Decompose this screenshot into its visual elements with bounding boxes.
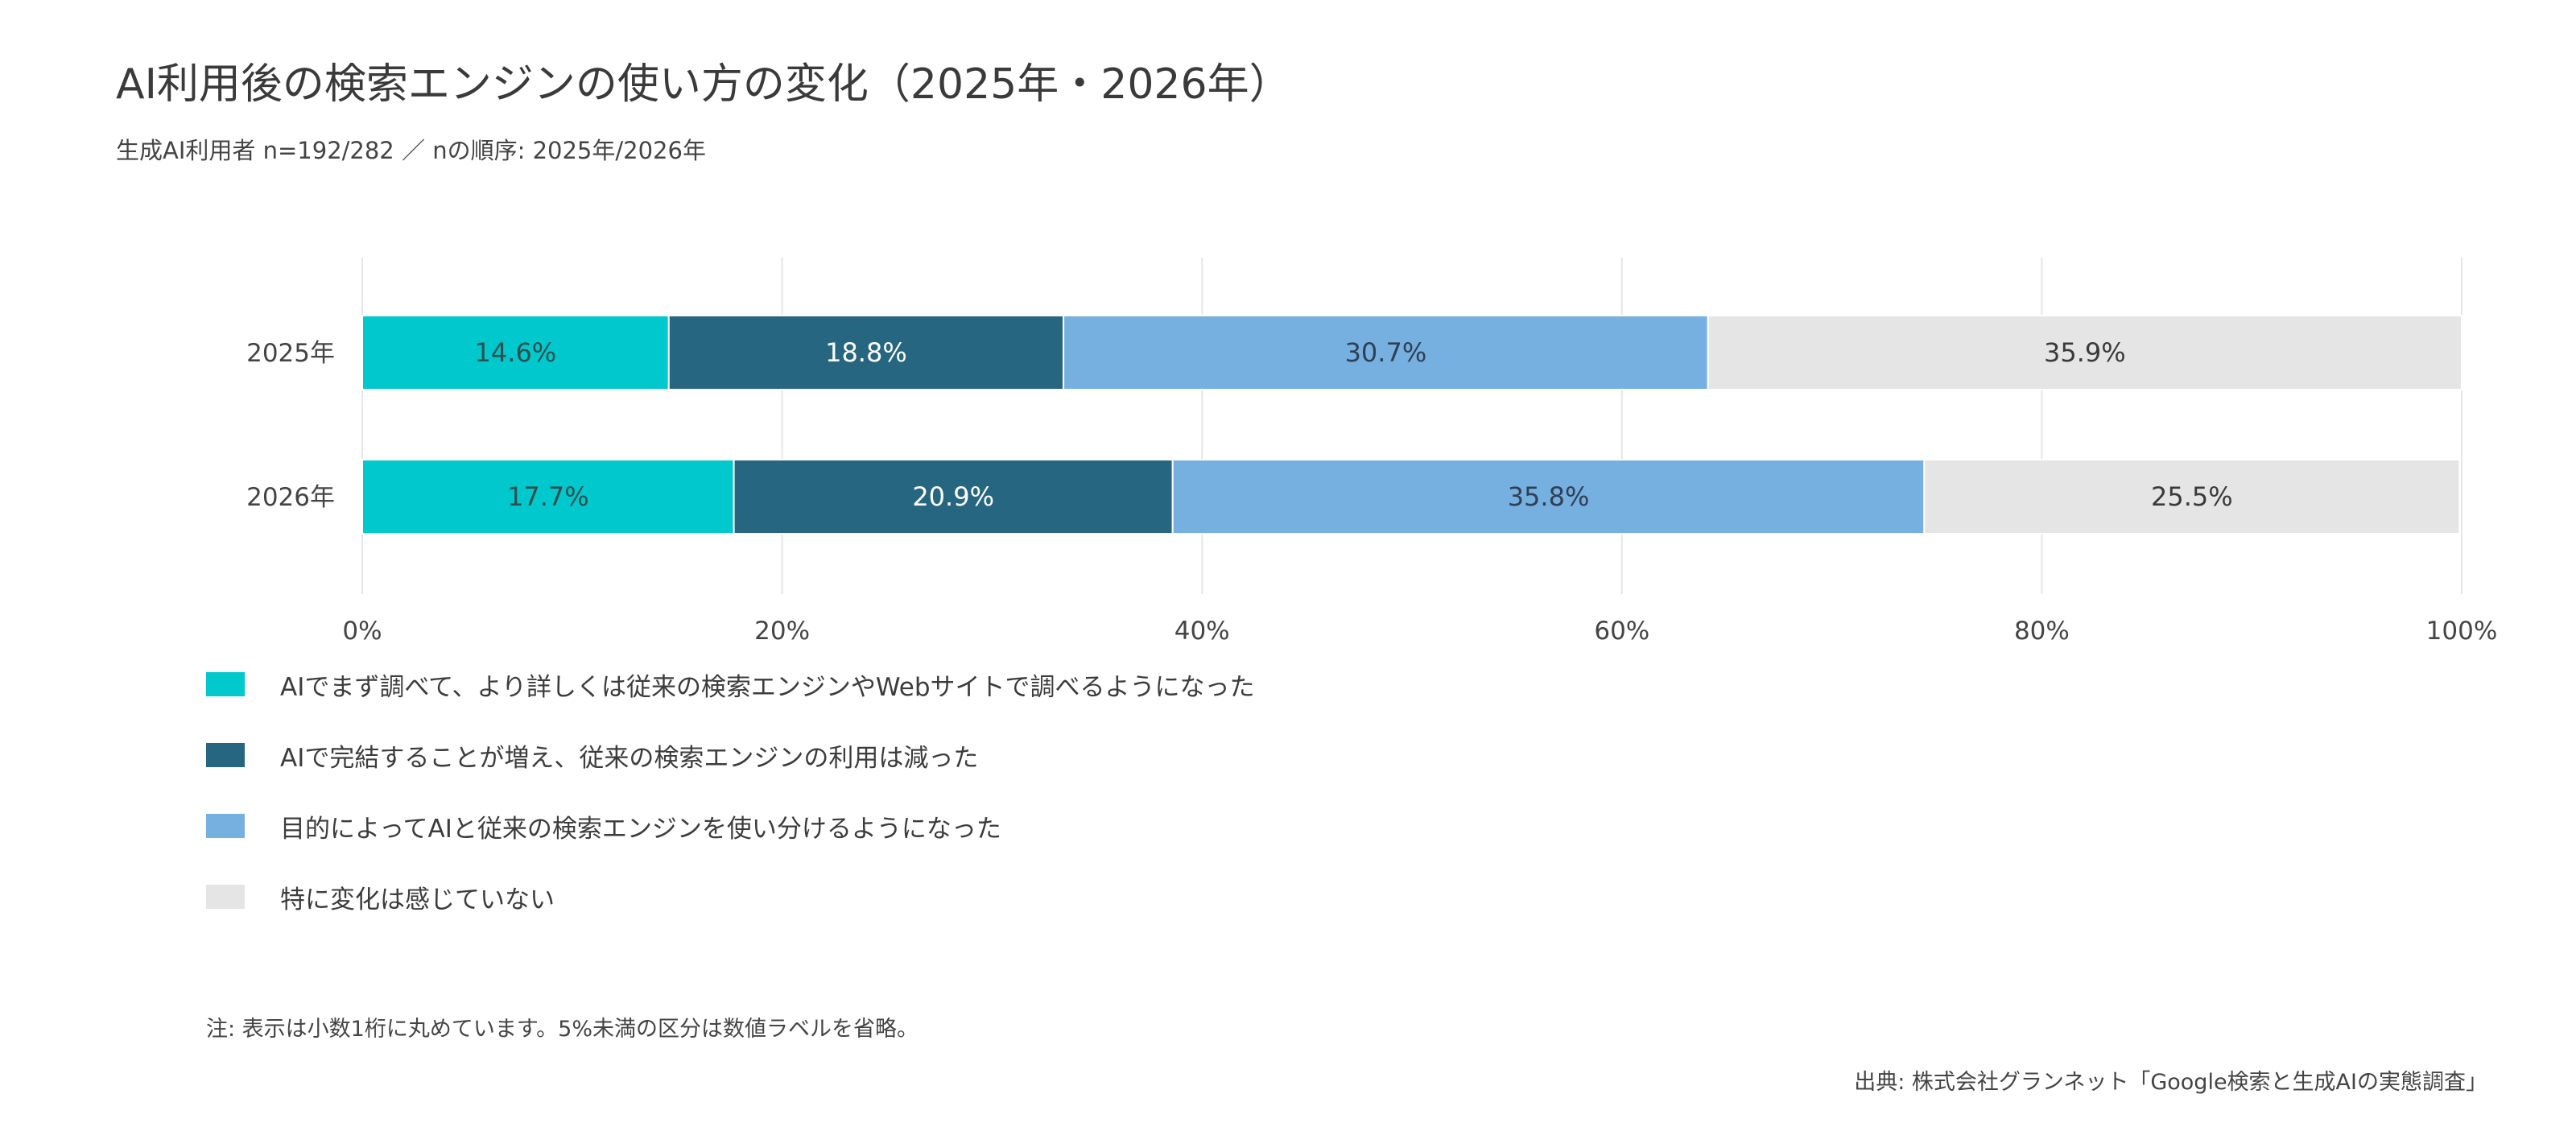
bar-segment xyxy=(1707,315,2462,390)
bar-segment xyxy=(361,459,735,535)
data-label: 18.8% xyxy=(825,337,907,368)
data-label: 35.9% xyxy=(2044,337,2126,368)
grid-lines xyxy=(361,258,2462,594)
data-label: 30.7% xyxy=(1345,337,1427,368)
legend-label: 特に変化は感じていない xyxy=(280,885,555,914)
legend-item: AIで完結することが増え、従来の検索エンジンの利用は減った xyxy=(206,739,979,773)
data-labels: 14.6% 18.8% 30.7% 35.9% 17.7% 20.9% 35.8% 25.5% xyxy=(475,337,2233,512)
chart-title: AI利用後の検索エンジンの使い方の変化（2025年・2026年） xyxy=(116,60,1291,109)
legend-swatch xyxy=(206,743,245,767)
chart-subtitle: 生成AI利用者 n=192/282 ／ nの順序: 2025年/2026年 xyxy=(116,137,706,164)
legend-item: 目的によってAIと従来の検索エンジンを使い分けるようになった xyxy=(206,810,1001,844)
axes: 0% 20% 40% 60% 80% 100% 2025年 2026年 xyxy=(246,339,2497,646)
bar-segment xyxy=(361,315,670,390)
legend-swatch xyxy=(206,672,245,696)
legend-label: AIでまず調べて、より詳しくは従来の検索エンジンやWebサイトで調べるようになっ… xyxy=(280,672,1255,702)
legend-item: 特に変化は感じていない xyxy=(206,881,555,914)
bar-segment xyxy=(667,315,1065,390)
bar-segment xyxy=(1063,315,1709,390)
x-tick-label: 0% xyxy=(342,617,382,646)
bars xyxy=(361,315,2462,535)
stacked-bar-chart: 14.6% 18.8% 30.7% 35.9% 17.7% 20.9% 35.8% 25.5%… xyxy=(246,258,2497,646)
chart-note: 注: 表示は小数1桁に丸めています。5%未満の区分は数値ラベルを省略。 xyxy=(206,1017,919,1042)
legend-swatch xyxy=(206,885,245,909)
data-label: 17.7% xyxy=(507,481,589,512)
y-category-label: 2025年 xyxy=(246,339,335,368)
bar-segment xyxy=(1171,459,1926,535)
x-tick-label: 20% xyxy=(754,617,810,646)
chart-source: 出典: 株式会社グランネット「Google検索と生成AIの実態調査」 xyxy=(1854,1070,2487,1095)
legend-label: 目的によってAIと従来の検索エンジンを使い分けるようになった xyxy=(280,814,1001,844)
data-label: 14.6% xyxy=(475,337,557,368)
legend-swatch xyxy=(206,814,245,838)
legend-item: AIでまず調べて、より詳しくは従来の検索エンジンやWebサイトで調べるようになっ… xyxy=(206,668,1255,702)
data-label: 25.5% xyxy=(2151,481,2233,512)
bar-segment xyxy=(1923,459,2461,535)
data-label: 35.8% xyxy=(1508,481,1590,512)
y-category-label: 2026年 xyxy=(246,483,335,512)
x-tick-label: 80% xyxy=(2014,617,2070,646)
legend-label: AIで完結することが増え、従来の検索エンジンの利用は減った xyxy=(280,743,979,773)
x-tick-label: 40% xyxy=(1174,617,1230,646)
x-tick-label: 100% xyxy=(2426,617,2498,646)
x-tick-label: 60% xyxy=(1594,617,1649,646)
data-label: 20.9% xyxy=(912,481,994,512)
bar-segment xyxy=(733,459,1174,535)
